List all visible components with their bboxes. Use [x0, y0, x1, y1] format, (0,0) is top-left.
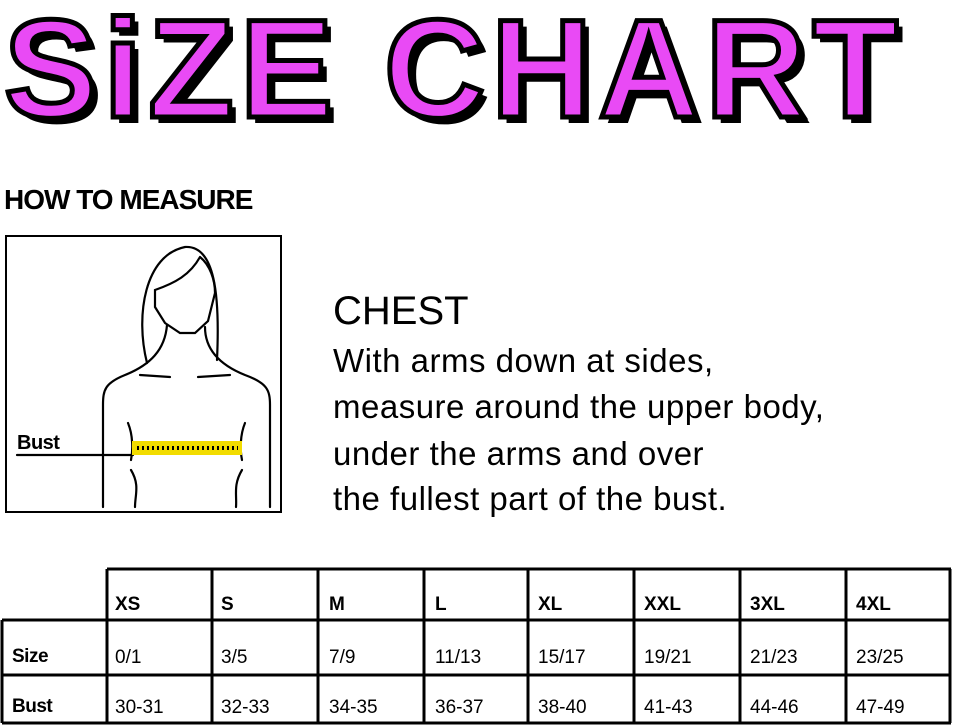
table-cell: 34-35 [329, 697, 378, 718]
row-label: Size [12, 646, 49, 667]
hair-outline [141, 245, 219, 365]
table-cell: 19/21 [644, 647, 692, 668]
table-cell: 15/17 [538, 647, 586, 668]
table-cell: 38-40 [538, 697, 587, 718]
table-cell: 41-43 [644, 697, 693, 718]
measuring-illustration: Bust [5, 235, 282, 513]
left-shoulder [101, 323, 169, 509]
column-header: 3XL [750, 594, 785, 615]
table-cell: 23/25 [856, 647, 904, 668]
face-outline [153, 255, 217, 335]
chest-instruction-line: measure around the upper body, [333, 388, 825, 425]
chest-instruction-line: With arms down at sides, [333, 342, 714, 379]
column-header: L [435, 594, 447, 615]
table-cell: 11/13 [435, 647, 482, 668]
table-cell: 7/9 [329, 647, 356, 668]
bust-label: Bust [17, 432, 60, 454]
collarbones [138, 373, 232, 379]
right-shoulder [203, 325, 272, 509]
column-header: M [329, 594, 345, 615]
column-header: XS [115, 594, 141, 615]
table-cell: 32-33 [221, 697, 270, 718]
page-title: SiZE CHART [2, 0, 904, 148]
table-cell: 21/23 [750, 647, 798, 668]
chest-heading: CHEST [333, 289, 469, 333]
column-header: 4XL [856, 594, 891, 615]
row-label: Bust [12, 696, 53, 717]
chest-instruction-line: under the arms and over [333, 435, 705, 472]
table-cell: 44-46 [750, 697, 799, 718]
table-cell: 47-49 [856, 697, 905, 718]
column-header: S [221, 594, 234, 615]
column-header: XXL [644, 594, 681, 615]
table-cell: 30-31 [115, 697, 164, 718]
how-to-measure-heading: HOW TO MEASURE [4, 184, 253, 215]
table-cell: 36-37 [435, 697, 484, 718]
chest-instruction-line: the fullest part of the bust. [333, 480, 728, 517]
table-cell: 3/5 [221, 647, 248, 668]
table-cell: 0/1 [115, 647, 142, 668]
column-header: XL [538, 594, 563, 615]
